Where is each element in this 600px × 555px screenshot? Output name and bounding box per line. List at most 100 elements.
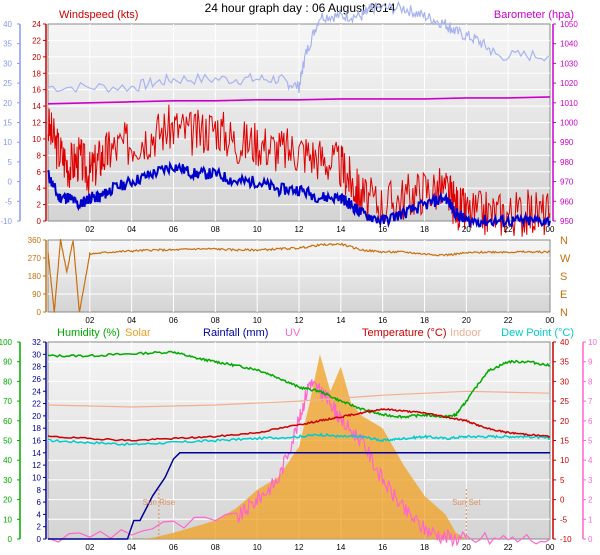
rainfall-axis-tick-label: 24 — [32, 387, 41, 396]
windspeed-label: Windspeed (kts) — [59, 9, 138, 21]
compass-letter: N — [560, 235, 568, 247]
rainfall-axis-tick-label: 26 — [32, 375, 41, 384]
dewpoint-series-line — [48, 432, 551, 447]
rainfall-axis-tick-label: 12 — [32, 461, 41, 470]
barometer-axis-tick-label: 1000 — [560, 119, 578, 128]
climate-panel-x-tick-label: 12 — [295, 543, 304, 552]
temperature-axis-tick-label: -10 — [560, 535, 572, 544]
direction-panel-x-tick-label: 16 — [378, 316, 387, 325]
ghost-series-line — [47, 0, 551, 94]
wind-panel-x-tick-label: 22 — [504, 225, 513, 234]
direction-axis-tick-label: 90 — [32, 290, 41, 299]
rainfall-axis-tick-label: 14 — [32, 449, 41, 458]
wind-panel-x-tick-label: 08 — [211, 225, 220, 234]
temperature-axis-tick-label: 30 — [560, 377, 569, 386]
compass-letter: N — [560, 307, 568, 319]
wind-panel-x-tick-label: 16 — [378, 225, 387, 234]
wind-outer-axis-tick-label: 10 — [3, 138, 12, 147]
uv-axis-tick-label: 0 — [588, 535, 593, 544]
rainfall-axis-tick-label: 8 — [37, 486, 42, 495]
compass-letter: S — [560, 271, 567, 283]
direction-panel-x-tick-label: 12 — [295, 316, 304, 325]
climate-panel-x-tick-label: 16 — [378, 543, 387, 552]
direction-panel-x-tick-label: 22 — [504, 316, 513, 325]
climate-panel-x-tick-label: 14 — [336, 543, 345, 552]
uv-series-line — [47, 379, 551, 548]
wind-outer-axis-tick-label: -5 — [5, 197, 13, 206]
direction-panel-x-tick-label: 02 — [85, 316, 94, 325]
temperature-axis-tick-label: 20 — [560, 417, 569, 426]
uv-axis-tick-label: 1 — [588, 515, 593, 524]
temperature-axis-tick-label: -5 — [560, 515, 568, 524]
direction-panel-x-tick-label: 00 — [546, 316, 555, 325]
rainfall-axis-tick-label: 2 — [37, 523, 42, 532]
wind-outer-axis-tick-label: 25 — [3, 79, 12, 88]
temperature-axis-tick-label: 5 — [560, 476, 565, 485]
rainfall-axis-tick-label: 6 — [37, 498, 42, 507]
wind-panel-x-tick-label: 12 — [295, 225, 304, 234]
average-windspeed-line — [47, 160, 551, 229]
wind-panel-x-tick-label: 14 — [336, 225, 345, 234]
windspeed-axis-tick-label: 16 — [32, 86, 41, 95]
wind-outer-axis-tick-label: 35 — [3, 40, 12, 49]
rainfall-axis-tick-label: 10 — [32, 473, 41, 482]
rainfall-axis-tick-label: 28 — [32, 363, 41, 372]
rainfall-axis-tick-label: 4 — [37, 510, 42, 519]
wind-outer-axis-tick-label: -10 — [0, 217, 12, 226]
temperature-axis-tick-label: 0 — [560, 496, 565, 505]
windspeed-axis-tick-label: 12 — [32, 119, 41, 128]
barometer-axis-tick-label: 1040 — [560, 40, 578, 49]
humidity-axis-tick-label: 50 — [3, 437, 12, 446]
barometer-axis-tick-label: 980 — [560, 158, 574, 167]
wind-outer-axis-tick-label: 20 — [3, 99, 12, 108]
rainfall-series-line — [48, 452, 550, 540]
wind-panel-x-tick-label: 00 — [546, 225, 555, 234]
windspeed-axis-tick-label: 2 — [37, 201, 42, 210]
indoor-series-line — [47, 390, 551, 408]
barometer-label: Barometer (hpa) — [494, 9, 574, 21]
windspeed-axis-tick-label: 24 — [32, 20, 41, 29]
barometer-axis-tick-label: 960 — [560, 197, 574, 206]
wind-panel-x-tick-label: 02 — [85, 225, 94, 234]
temperature-axis-tick-label: 25 — [560, 397, 569, 406]
uv-axis-tick-label: 7 — [588, 397, 593, 406]
windspeed-axis-tick-label: 22 — [32, 36, 41, 45]
windspeed-axis-tick-label: 18 — [32, 69, 41, 78]
uv-axis-tick-label: 5 — [588, 437, 593, 446]
temperature-label: Temperature (°C) — [362, 327, 446, 339]
humidity-axis-tick-label: 10 — [3, 515, 12, 524]
climate-panel-x-tick-label: 00 — [546, 543, 555, 552]
rainfall-axis-tick-label: 18 — [32, 424, 41, 433]
compass-letter: E — [560, 289, 567, 301]
direction-panel-x-tick-label: 08 — [211, 316, 220, 325]
wind-panel-x-tick-label: 10 — [253, 225, 262, 234]
rainfall-axis-tick-label: 32 — [32, 338, 41, 347]
climate-panel-x-tick-label: 20 — [462, 543, 471, 552]
windspeed-axis-tick-label: 0 — [37, 217, 42, 226]
temperature-axis-tick-label: 10 — [560, 456, 569, 465]
wind-outer-axis-tick-label: 0 — [8, 178, 13, 187]
temperature-series-line — [47, 407, 551, 442]
uv-axis-tick-label: 3 — [588, 476, 593, 485]
direction-panel-x-tick-label: 10 — [253, 316, 262, 325]
solar-area — [48, 354, 550, 539]
wind-outer-axis-tick-label: 5 — [8, 158, 13, 167]
climate-panel-x-tick-label: 10 — [253, 543, 262, 552]
barometer-axis-tick-label: 970 — [560, 178, 574, 187]
direction-axis-tick-label: 270 — [28, 254, 42, 263]
solar-label: Solar — [125, 327, 151, 339]
direction-axis-tick-label: 360 — [28, 236, 42, 245]
direction-axis-tick-label: 180 — [28, 272, 42, 281]
direction-panel-x-tick-label: 20 — [462, 316, 471, 325]
rainfall-axis-tick-label: 30 — [32, 350, 41, 359]
barometer-axis-tick-label: 950 — [560, 217, 574, 226]
humidity-axis-tick-label: 80 — [3, 377, 12, 386]
barometer-series-line — [47, 96, 551, 105]
wind-outer-axis-tick-label: 30 — [3, 59, 12, 68]
rainfall-label: Rainfall (mm) — [203, 327, 268, 339]
humidity-axis-tick-label: 30 — [3, 476, 12, 485]
sunrise-label: Sun Rise — [143, 498, 176, 507]
barometer-axis-tick-label: 1010 — [560, 99, 578, 108]
uv-axis-tick-label: 9 — [588, 358, 593, 367]
